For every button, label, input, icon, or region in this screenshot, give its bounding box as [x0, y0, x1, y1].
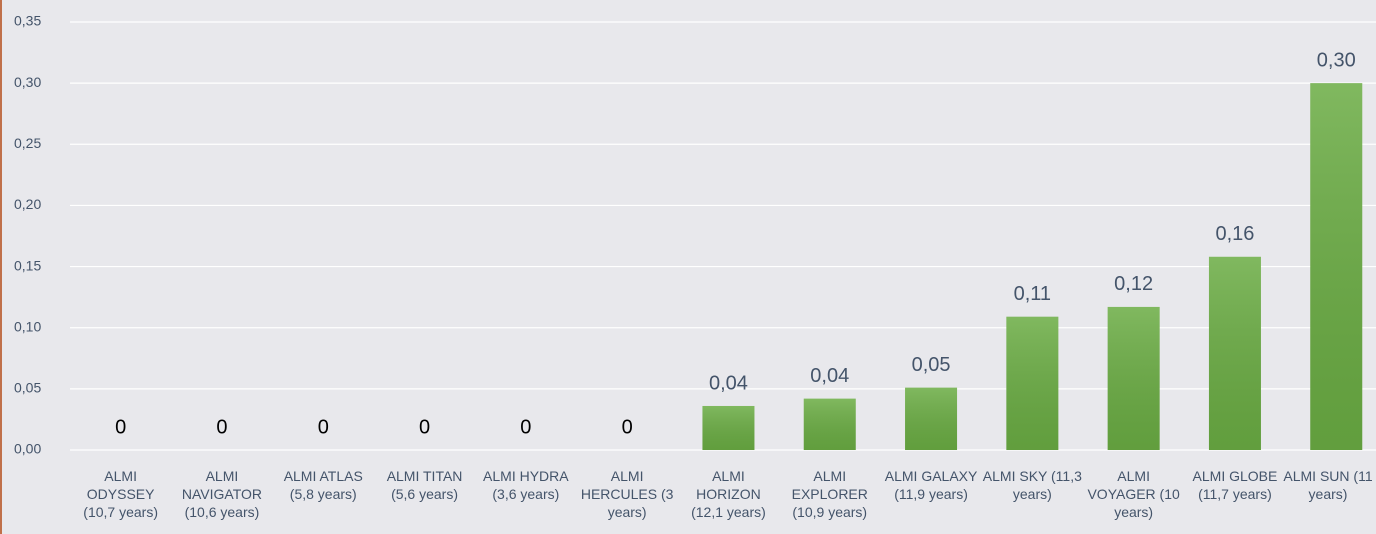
value-label: 0,04: [709, 372, 748, 394]
y-tick-label: 0,10: [14, 318, 41, 334]
value-label: 0,05: [912, 354, 951, 376]
y-tick-label: 0,05: [14, 380, 41, 396]
x-tick-label: ALMI EXPLORER (10,9 years): [791, 468, 868, 520]
x-tick-label: ALMI HYDRA (3,6 years): [483, 468, 569, 502]
y-tick-label: 0,00: [14, 441, 41, 457]
x-tick-label: ALMI SKY (11,3 years): [982, 468, 1082, 502]
value-label: 0,12: [1114, 273, 1153, 295]
bar-shade: [905, 387, 958, 450]
value-label: 0,04: [810, 365, 849, 387]
x-tick-label: ALMI NAVIGATOR (10,6 years): [181, 468, 262, 520]
value-label: 0,30: [1317, 49, 1356, 71]
bar-shade: [702, 405, 755, 450]
value-label: 0: [318, 416, 329, 438]
x-tick-label: ALMI TITAN (5,6 years): [386, 468, 463, 502]
bar-shade: [1107, 306, 1160, 450]
value-label: 0: [520, 416, 531, 438]
value-label: 0: [419, 416, 430, 438]
y-tick-label: 0,30: [14, 74, 41, 90]
x-tick-label: ALMI GLOBE (11,7 years): [1192, 468, 1278, 502]
value-label: 0: [115, 416, 126, 438]
bar-shade: [1310, 83, 1363, 451]
value-label: 0: [216, 416, 227, 438]
value-label: 0,16: [1215, 223, 1254, 245]
bar-shade: [803, 398, 856, 450]
y-tick-label: 0,15: [14, 257, 41, 273]
value-label: 0,11: [1014, 283, 1051, 305]
x-tick-label: ALMI GALAXY (11,9 years): [884, 468, 978, 502]
x-tick-label: ALMI VOYAGER (10 years): [1087, 468, 1180, 520]
x-tick-label: ALMI ATLAS (5,8 years): [283, 468, 363, 502]
y-tick-label: 0,20: [14, 196, 41, 212]
value-label: 0: [622, 416, 633, 438]
y-tick-label: 0,25: [14, 135, 41, 151]
bar-shade: [1006, 316, 1059, 450]
x-tick-label: ALMI HERCULES (3 years): [580, 468, 674, 520]
bar-shade: [1208, 256, 1261, 450]
y-tick-label: 0,35: [14, 13, 41, 29]
x-tick-label: ALMI HORIZON (12,1 years): [691, 468, 766, 520]
x-tick-label: ALMI ODYSSEY (10,7 years): [83, 468, 158, 520]
x-tick-label: ALMI SUN (11 years): [1283, 468, 1373, 502]
